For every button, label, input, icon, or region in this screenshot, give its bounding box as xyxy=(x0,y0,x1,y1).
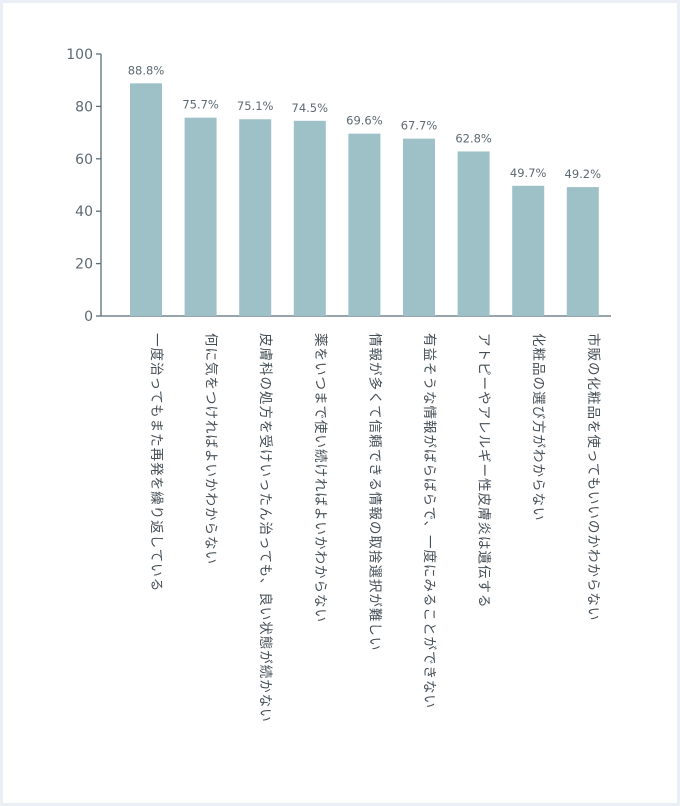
bar xyxy=(184,117,217,316)
data-label: 62.8% xyxy=(455,131,492,145)
category-label: 市販の化粧品を使ってもいいのかわからない xyxy=(585,333,602,621)
bar xyxy=(512,185,545,316)
bar xyxy=(403,138,435,316)
bar-chart: 0 20 40 60 80 100 88.8% 一度治ってもまた再発を繰り返している 75.7%… xyxy=(66,47,611,723)
bar xyxy=(348,133,381,316)
category-label: 薬をいつまで使い続ければよいかわからない xyxy=(312,333,329,623)
data-label: 69.6% xyxy=(346,114,383,128)
bar xyxy=(293,120,326,316)
y-tick-label: 20 xyxy=(75,257,93,273)
bar xyxy=(566,187,599,316)
category-label: 何に気をつければよいかわからない xyxy=(203,333,219,565)
category-label: 化粧品の選び方がわからない xyxy=(530,333,546,522)
bar xyxy=(130,83,162,317)
y-tick-label: 60 xyxy=(75,152,93,168)
category-label: 皮膚科の処方を受けいったん治っても、良い状態が続かない xyxy=(257,333,273,723)
data-label: 75.7% xyxy=(182,98,219,112)
category-label: 有益そうな情報がばらばらで、一度にみることができない xyxy=(421,333,437,709)
chart-frame: 0 20 40 60 80 100 88.8% 一度治ってもまた再発を繰り返している 75.7%… xyxy=(3,3,677,803)
y-tick-label: 100 xyxy=(66,47,93,63)
data-label: 49.7% xyxy=(510,166,547,180)
y-tick-label: 40 xyxy=(75,204,93,220)
category-label: 情報が多くて信頼できる情報の取捨選択が難しい xyxy=(366,333,383,651)
data-label: 49.2% xyxy=(565,167,602,181)
data-label: 67.7% xyxy=(401,119,438,133)
y-tick-label: 0 xyxy=(84,309,93,325)
category-label: アトピーやアレルギー性皮膚炎は遺伝する xyxy=(476,333,492,609)
category-label: 一度治ってもまた再発を繰り返している xyxy=(148,333,164,592)
data-label: 75.1% xyxy=(237,99,274,113)
data-label: 74.5% xyxy=(292,101,329,115)
bar xyxy=(239,119,272,316)
y-tick-label: 80 xyxy=(75,99,93,115)
data-label: 88.8% xyxy=(128,63,165,77)
bar xyxy=(457,151,490,316)
